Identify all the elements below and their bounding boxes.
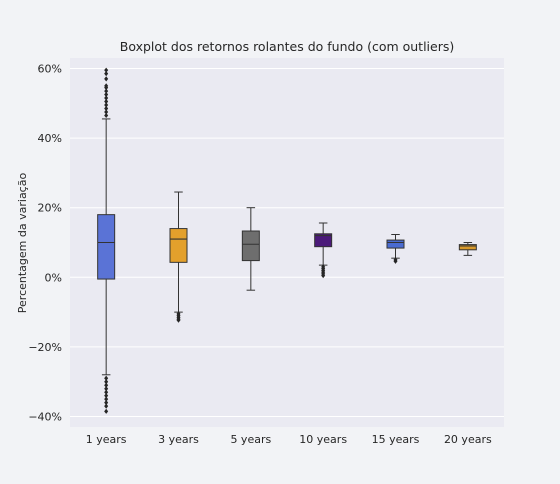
box-iqr (97, 214, 116, 280)
y-tick-label: −20% (28, 341, 62, 354)
box-iqr (386, 239, 405, 249)
x-tick-label: 5 years (230, 433, 271, 446)
box-iqr (314, 233, 333, 248)
outlier-point (104, 389, 109, 395)
y-axis-label: Percentagem da variação (16, 173, 29, 314)
box-iqr (169, 228, 188, 263)
x-tick-label: 3 years (158, 433, 199, 446)
box-10-years (314, 222, 333, 279)
outlier-point (104, 408, 109, 414)
outlier-point (104, 102, 109, 108)
chart-title: Boxplot dos retornos rolantes do fundo (… (120, 39, 455, 54)
y-tick-label: −40% (28, 411, 62, 424)
outlier-point (104, 76, 109, 82)
outlier-point (104, 379, 109, 385)
outlier-point (104, 393, 109, 399)
box-15-years (386, 233, 405, 264)
outlier-point (104, 112, 109, 119)
y-axis-tick-labels: −40% −20% 0% 20% 40% 60% (28, 62, 62, 423)
x-axis-tick-labels: 1 years 3 years 5 years 10 years 15 years 20 … (86, 433, 492, 446)
box-iqr (241, 230, 260, 262)
outlier-point (104, 98, 109, 105)
plot-area (70, 58, 504, 427)
x-tick-label: 15 years (372, 433, 420, 446)
grid-lines (70, 67, 504, 418)
outlier-point (321, 272, 326, 279)
box-20-years (458, 242, 477, 256)
box-5-years (241, 207, 260, 291)
x-tick-label: 1 years (86, 433, 127, 446)
outlier-point (104, 396, 109, 402)
box-3-years (169, 191, 188, 323)
outlier-point (104, 105, 109, 112)
outlier-point (104, 403, 109, 409)
y-tick-label: 20% (38, 202, 62, 215)
outlier-point (393, 258, 398, 264)
box-1-years (97, 67, 116, 414)
box-iqr (458, 244, 477, 251)
outlier-point (104, 382, 109, 388)
y-tick-label: 40% (38, 132, 62, 145)
outlier-point (104, 88, 109, 94)
outlier-point (104, 375, 109, 381)
outlier-point (104, 400, 109, 406)
outlier-point (104, 83, 109, 89)
y-tick-label: 60% (38, 62, 62, 75)
outlier-point (176, 317, 181, 323)
outlier-point (104, 109, 109, 115)
x-tick-label: 20 years (444, 433, 492, 446)
outlier-point (104, 67, 109, 73)
outlier-point (104, 386, 109, 392)
y-tick-label: 0% (45, 271, 62, 284)
x-tick-label: 10 years (299, 433, 347, 446)
outlier-point (104, 71, 109, 77)
outlier-point (104, 95, 109, 101)
outlier-point (104, 91, 109, 98)
box-series (97, 67, 477, 414)
